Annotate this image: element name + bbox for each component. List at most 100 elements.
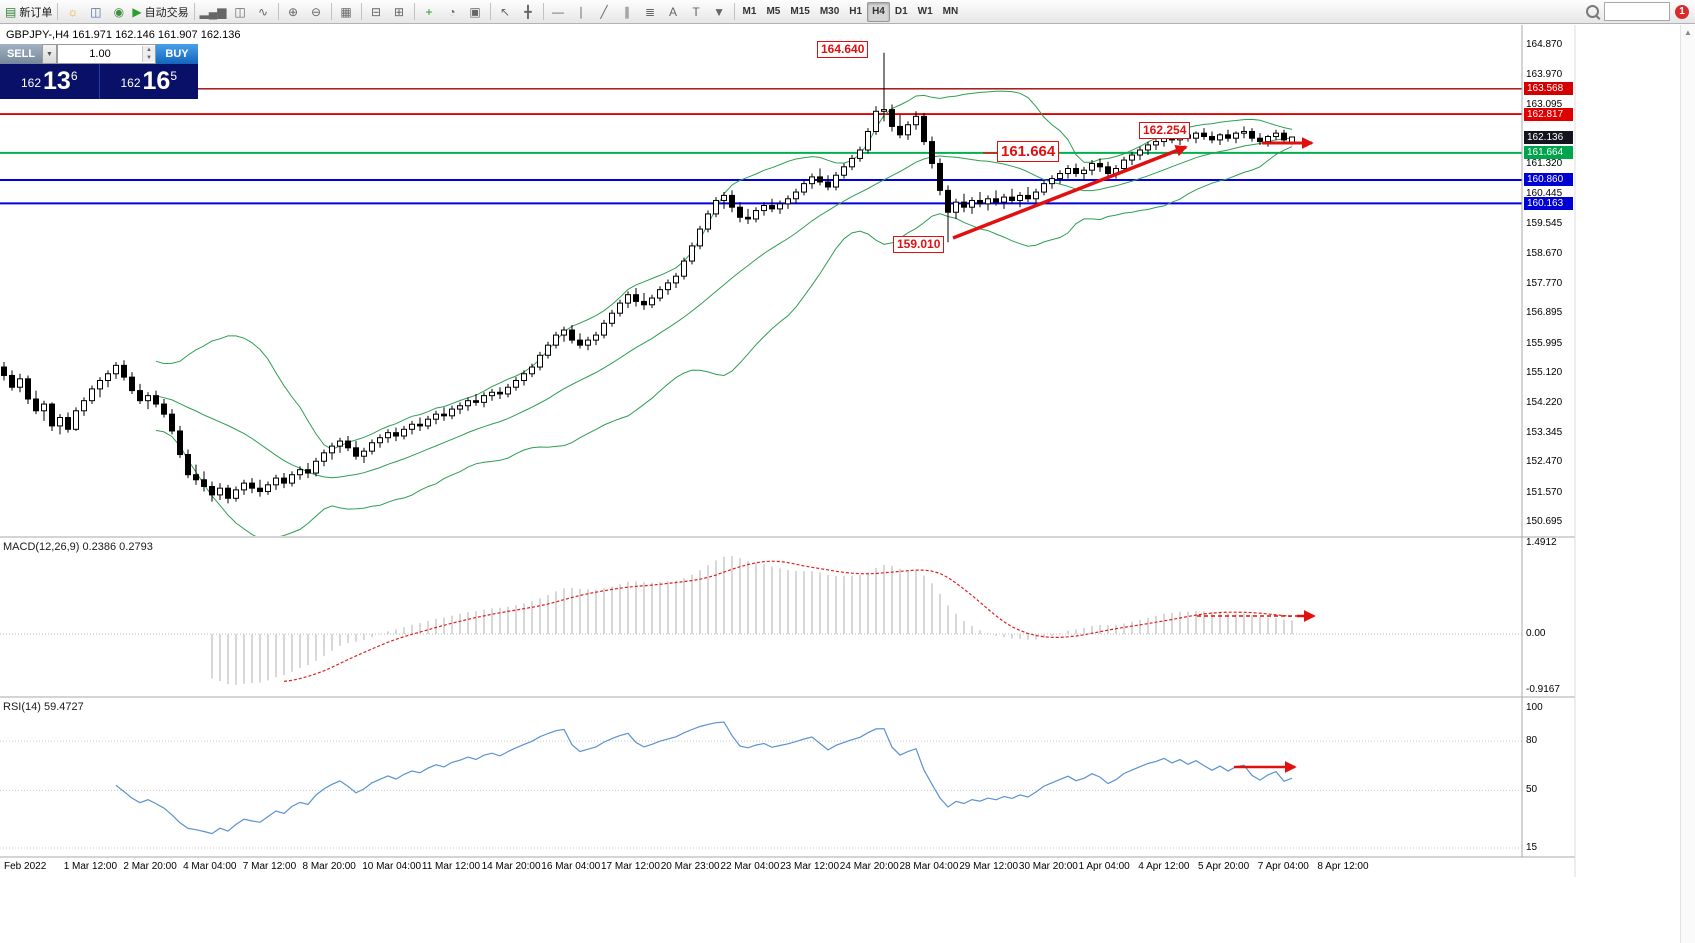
time-tick: 1 Apr 04:00 (1078, 861, 1130, 872)
sell-button[interactable]: SELL (0, 44, 42, 64)
shapes-button[interactable]: ▼ (708, 2, 731, 22)
autotrade-button[interactable]: ▶ 自动交易 (130, 2, 190, 22)
bar-chart-button[interactable]: ▂▄▆ (198, 2, 229, 22)
time-tick: 28 Mar 04:00 (899, 861, 959, 872)
text-button[interactable]: A (662, 2, 685, 22)
add-indicator-button-icon: + (425, 4, 433, 19)
price-tick: 164.870 (1526, 39, 1563, 50)
notifications-badge[interactable]: 1 (1675, 4, 1689, 19)
rsi-label: RSI(14) 59.4727 (3, 701, 84, 713)
price-tick: 155.995 (1526, 337, 1563, 349)
price-tick: 163.095 (1526, 98, 1563, 110)
fibonacci-button[interactable]: ≣ (639, 2, 662, 22)
new-order-button[interactable]: ▤ 新订单 (3, 2, 54, 22)
autotrade-button-icon: ▶ (132, 4, 142, 19)
time-tick: 4 Mar 04:00 (183, 861, 237, 872)
periods-button[interactable]: ◔ (441, 2, 464, 22)
label-button[interactable]: T (685, 2, 708, 22)
price-axis[interactable]: 164.870 163.970 163.095 161.320 160.445 159.5… (1523, 25, 1575, 537)
trendline-button[interactable]: ╱ (593, 2, 616, 22)
add-indicator-button[interactable]: + (418, 2, 441, 22)
ask-price[interactable]: 162 16 5 (98, 64, 199, 99)
annotation-high-164640[interactable]: 164.640 (817, 41, 869, 58)
bid-price[interactable]: 162 13 6 (0, 64, 99, 99)
volume-field-wrap: ▲▼ (57, 44, 156, 64)
time-tick: 7 Mar 12:00 (242, 861, 297, 872)
tile-windows-button[interactable]: ▦ (335, 2, 358, 22)
volume-dropdown-button[interactable]: ▼ (42, 44, 57, 64)
timeframe-m30-button[interactable]: M30 (819, 6, 840, 17)
volume-input[interactable] (58, 47, 142, 61)
price-tick: 155.120 (1526, 367, 1563, 379)
timeframe-m1-button[interactable]: M1 (742, 6, 757, 17)
vline-button[interactable]: ∣ (570, 2, 593, 22)
timeframe-h1-button[interactable]: H1 (849, 6, 863, 17)
macd-tick: -0.9167 (1526, 683, 1560, 695)
cascade-button-icon: ⊞ (394, 4, 405, 19)
templates-button[interactable]: ▣ (464, 2, 487, 22)
timeframe-d1-button[interactable]: D1 (894, 6, 908, 17)
time-tick: 23 Mar 12:00 (780, 861, 840, 872)
annotation-low-159010[interactable]: 159.010 (893, 236, 945, 253)
volume-spinner[interactable]: ▲ ▼ (142, 46, 155, 62)
time-tick: 5 Apr 20:00 (1198, 861, 1250, 872)
toolbar-separator (360, 3, 362, 20)
spin-up-icon[interactable]: ▲ (143, 46, 155, 54)
timeframe-h4-button[interactable]: H4 (867, 1, 890, 22)
timeframe-w1-button[interactable]: W1 (917, 6, 933, 17)
timeframe-m5-button[interactable]: M5 (766, 6, 781, 17)
macd-axis[interactable]: 1.4912 0.00 -0.9167 (1523, 537, 1575, 697)
time-tick: 8 Mar 20:00 (302, 861, 356, 872)
channel-button[interactable]: ∥ (616, 2, 639, 22)
spin-down-icon[interactable]: ▼ (143, 54, 155, 62)
one-click-trade-panel: SELL ▼ ▲▼ BUY 162 13 6 162 16 5 (0, 44, 198, 99)
search-input[interactable] (1604, 2, 1670, 21)
line-chart-button-icon: ∿ (258, 4, 269, 19)
zoom-out-button[interactable]: ⊖ (305, 2, 328, 22)
time-tick: 4 Apr 12:00 (1138, 861, 1190, 872)
annotation-level-161664[interactable]: 161.664 (997, 141, 1060, 162)
toolbar-separator (733, 3, 735, 20)
crosshair-button[interactable]: ╋ (517, 2, 540, 22)
ask-base: 162 (120, 76, 141, 90)
cascade-button[interactable]: ⊞ (388, 2, 411, 22)
toolbar-separator (193, 3, 195, 20)
buy-button[interactable]: BUY (156, 44, 198, 64)
arrange-button-icon: ⊟ (371, 4, 382, 19)
timeframe-mn-button[interactable]: MN (942, 6, 959, 17)
bid-point: 6 (70, 69, 78, 83)
charts-bulb-button[interactable]: ☼ (61, 2, 84, 22)
autotrade-button-label: 自动交易 (144, 6, 189, 19)
toolbar-separator (542, 3, 544, 20)
price-tick: 154.220 (1526, 397, 1563, 409)
data-window-button[interactable]: ◉ (107, 2, 130, 22)
toolbar-separator (489, 3, 491, 20)
market-watch-button-icon: ◫ (90, 4, 102, 19)
price-tick: 151.570 (1526, 486, 1563, 498)
zoom-out-button-icon: ⊖ (311, 4, 322, 19)
zoom-in-button[interactable]: ⊕ (282, 2, 305, 22)
price-tick: 150.695 (1526, 516, 1563, 527)
hline-button[interactable]: ― (547, 2, 570, 22)
charts-bulb-button-icon: ☼ (67, 4, 79, 19)
time-axis[interactable]: Feb 2022 1 Mar 12:00 2 Mar 20:00 4 Mar 04:0… (0, 857, 1575, 877)
annotation-resistance-162254[interactable]: 162.254 (1139, 122, 1191, 139)
shapes-button-icon: ▼ (713, 4, 725, 19)
timeframe-m15-button[interactable]: M15 (790, 6, 810, 17)
time-tick: 2 Mar 20:00 (123, 861, 177, 872)
price-tick: 152.470 (1526, 456, 1563, 468)
price-tick: 158.670 (1526, 247, 1563, 259)
market-watch-button[interactable]: ◫ (84, 2, 107, 22)
search-icon[interactable] (1586, 5, 1599, 18)
cursor-button[interactable]: ↖ (494, 2, 517, 22)
time-tick: 17 Mar 12:00 (601, 861, 660, 872)
candle-chart-button[interactable]: ◫ (229, 2, 252, 22)
chart-title: GBPJPY-,H4 161.971 162.146 161.907 162.1… (6, 29, 240, 41)
line-chart-button[interactable]: ∿ (252, 2, 275, 22)
vertical-scrollbar[interactable]: ▲ (1680, 25, 1695, 943)
new-order-button-label: 新订单 (19, 6, 53, 19)
arrange-button[interactable]: ⊟ (365, 2, 388, 22)
rsi-axis[interactable]: 100 80 50 15 (1523, 697, 1575, 857)
scroll-up-icon[interactable]: ▲ (1684, 28, 1692, 37)
